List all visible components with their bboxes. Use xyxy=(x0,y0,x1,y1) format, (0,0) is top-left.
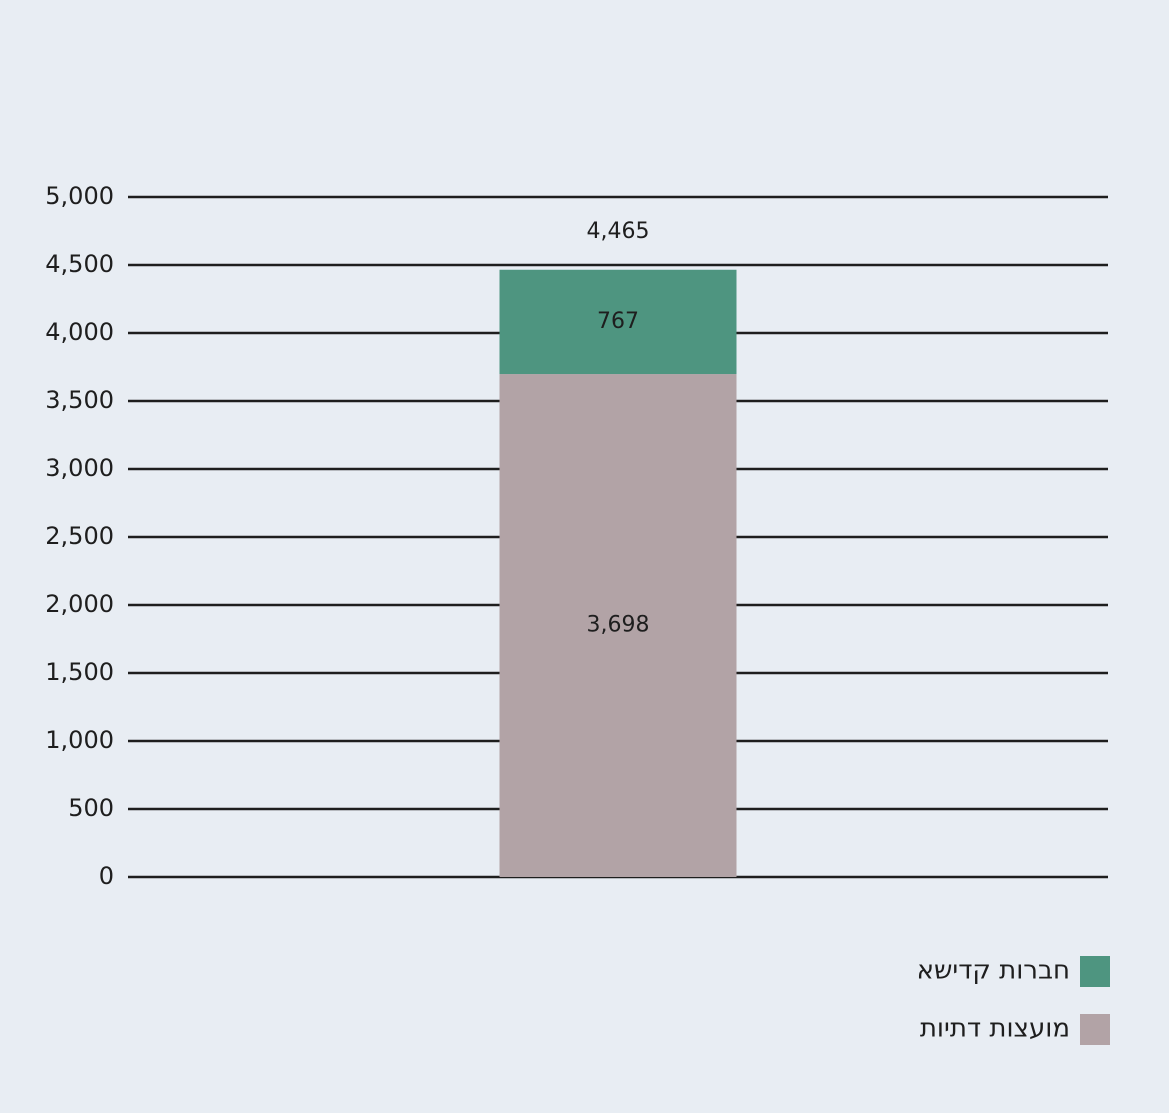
bar-segment xyxy=(499,374,737,877)
legend-label: חברות קדישא xyxy=(917,956,1070,986)
value-label: 767 xyxy=(597,309,639,334)
y-tick-label: 4,500 xyxy=(45,250,114,278)
y-tick-label: 3,500 xyxy=(45,386,114,414)
legend-swatch xyxy=(1080,1014,1110,1045)
y-tick-label: 2,500 xyxy=(45,522,114,550)
value-label: 3,698 xyxy=(587,613,650,638)
total-label: 4,465 xyxy=(587,219,650,244)
y-tick-label: 3,000 xyxy=(45,454,114,482)
y-tick-label: 4,000 xyxy=(45,318,114,346)
y-tick-label: 0 xyxy=(99,862,114,890)
bar-segment xyxy=(499,269,737,375)
legend-label: מועצות דתיות xyxy=(920,1014,1070,1044)
y-tick-label: 1,000 xyxy=(45,726,114,754)
legend-swatch xyxy=(1080,956,1110,987)
y-tick-label: 2,000 xyxy=(45,590,114,618)
y-tick-label: 5,000 xyxy=(45,182,114,210)
y-tick-label: 1,500 xyxy=(45,658,114,686)
y-tick-label: 500 xyxy=(68,794,114,822)
